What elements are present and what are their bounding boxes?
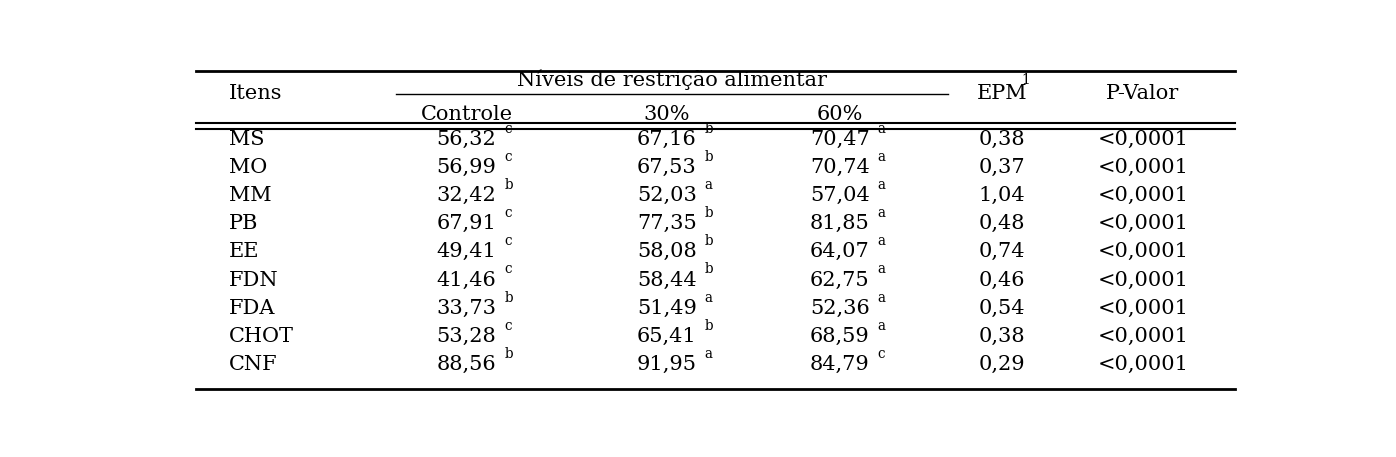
Text: 30%: 30% (644, 105, 690, 124)
Text: c: c (504, 319, 512, 333)
Text: 51,49: 51,49 (637, 299, 697, 318)
Text: 70,74: 70,74 (810, 158, 870, 177)
Text: CHOT: CHOT (229, 327, 293, 346)
Text: b: b (705, 262, 713, 276)
Text: a: a (878, 234, 885, 248)
Text: 84,79: 84,79 (810, 355, 870, 374)
Text: a: a (705, 347, 712, 361)
Text: 58,44: 58,44 (637, 271, 697, 290)
Text: 65,41: 65,41 (637, 327, 697, 346)
Text: a: a (878, 178, 885, 192)
Text: 56,32: 56,32 (437, 130, 497, 149)
Text: <0,0001: <0,0001 (1097, 271, 1188, 290)
Text: EE: EE (229, 242, 260, 261)
Text: 0,54: 0,54 (979, 299, 1026, 318)
Text: 0,38: 0,38 (979, 327, 1026, 346)
Text: Níveis de restrição alimentar: Níveis de restrição alimentar (517, 69, 828, 90)
Text: 67,16: 67,16 (637, 130, 697, 149)
Text: 0,46: 0,46 (979, 271, 1026, 290)
Text: c: c (878, 347, 885, 361)
Text: Itens: Itens (229, 84, 282, 103)
Text: a: a (878, 122, 885, 136)
Text: <0,0001: <0,0001 (1097, 158, 1188, 177)
Text: 0,38: 0,38 (979, 130, 1026, 149)
Text: 88,56: 88,56 (437, 355, 497, 374)
Text: a: a (705, 291, 712, 305)
Text: 0,74: 0,74 (979, 242, 1026, 261)
Text: c: c (504, 150, 512, 164)
Text: b: b (504, 347, 514, 361)
Text: a: a (878, 150, 885, 164)
Text: 1: 1 (1022, 73, 1030, 87)
Text: 67,91: 67,91 (437, 214, 497, 233)
Text: b: b (705, 122, 713, 136)
Text: CNF: CNF (229, 355, 278, 374)
Text: 58,08: 58,08 (637, 242, 697, 261)
Text: 52,36: 52,36 (810, 299, 870, 318)
Text: c: c (504, 262, 512, 276)
Text: 0,37: 0,37 (979, 158, 1026, 177)
Text: 1,04: 1,04 (979, 186, 1026, 205)
Text: 60%: 60% (817, 105, 863, 124)
Text: <0,0001: <0,0001 (1097, 186, 1188, 205)
Text: a: a (878, 319, 885, 333)
Text: PB: PB (229, 214, 258, 233)
Text: MO: MO (229, 158, 267, 177)
Text: 49,41: 49,41 (437, 242, 497, 261)
Text: <0,0001: <0,0001 (1097, 214, 1188, 233)
Text: MM: MM (229, 186, 271, 205)
Text: 52,03: 52,03 (637, 186, 697, 205)
Text: 81,85: 81,85 (810, 214, 870, 233)
Text: b: b (705, 319, 713, 333)
Text: 53,28: 53,28 (437, 327, 497, 346)
Text: MS: MS (229, 130, 264, 149)
Text: 62,75: 62,75 (810, 271, 870, 290)
Text: <0,0001: <0,0001 (1097, 299, 1188, 318)
Text: 64,07: 64,07 (810, 242, 870, 261)
Text: <0,0001: <0,0001 (1097, 327, 1188, 346)
Text: b: b (504, 291, 514, 305)
Text: c: c (504, 234, 512, 248)
Text: a: a (878, 291, 885, 305)
Text: EPM: EPM (977, 84, 1027, 103)
Text: 57,04: 57,04 (810, 186, 870, 205)
Text: a: a (705, 178, 712, 192)
Text: 0,29: 0,29 (979, 355, 1026, 374)
Text: FDN: FDN (229, 271, 278, 290)
Text: b: b (705, 234, 713, 248)
Text: 33,73: 33,73 (437, 299, 497, 318)
Text: c: c (504, 206, 512, 220)
Text: a: a (878, 262, 885, 276)
Text: FDA: FDA (229, 299, 275, 318)
Text: 67,53: 67,53 (637, 158, 697, 177)
Text: 32,42: 32,42 (437, 186, 497, 205)
Text: b: b (705, 206, 713, 220)
Text: c: c (504, 122, 512, 136)
Text: a: a (878, 206, 885, 220)
Text: <0,0001: <0,0001 (1097, 355, 1188, 374)
Text: 41,46: 41,46 (437, 271, 497, 290)
Text: 70,47: 70,47 (810, 130, 870, 149)
Text: 0,48: 0,48 (979, 214, 1026, 233)
Text: P-Valor: P-Valor (1106, 84, 1180, 103)
Text: <0,0001: <0,0001 (1097, 242, 1188, 261)
Text: Controle: Controle (420, 105, 512, 124)
Text: 68,59: 68,59 (810, 327, 870, 346)
Text: 91,95: 91,95 (637, 355, 697, 374)
Text: 77,35: 77,35 (637, 214, 697, 233)
Text: b: b (705, 150, 713, 164)
Text: b: b (504, 178, 514, 192)
Text: <0,0001: <0,0001 (1097, 130, 1188, 149)
Text: 56,99: 56,99 (437, 158, 497, 177)
